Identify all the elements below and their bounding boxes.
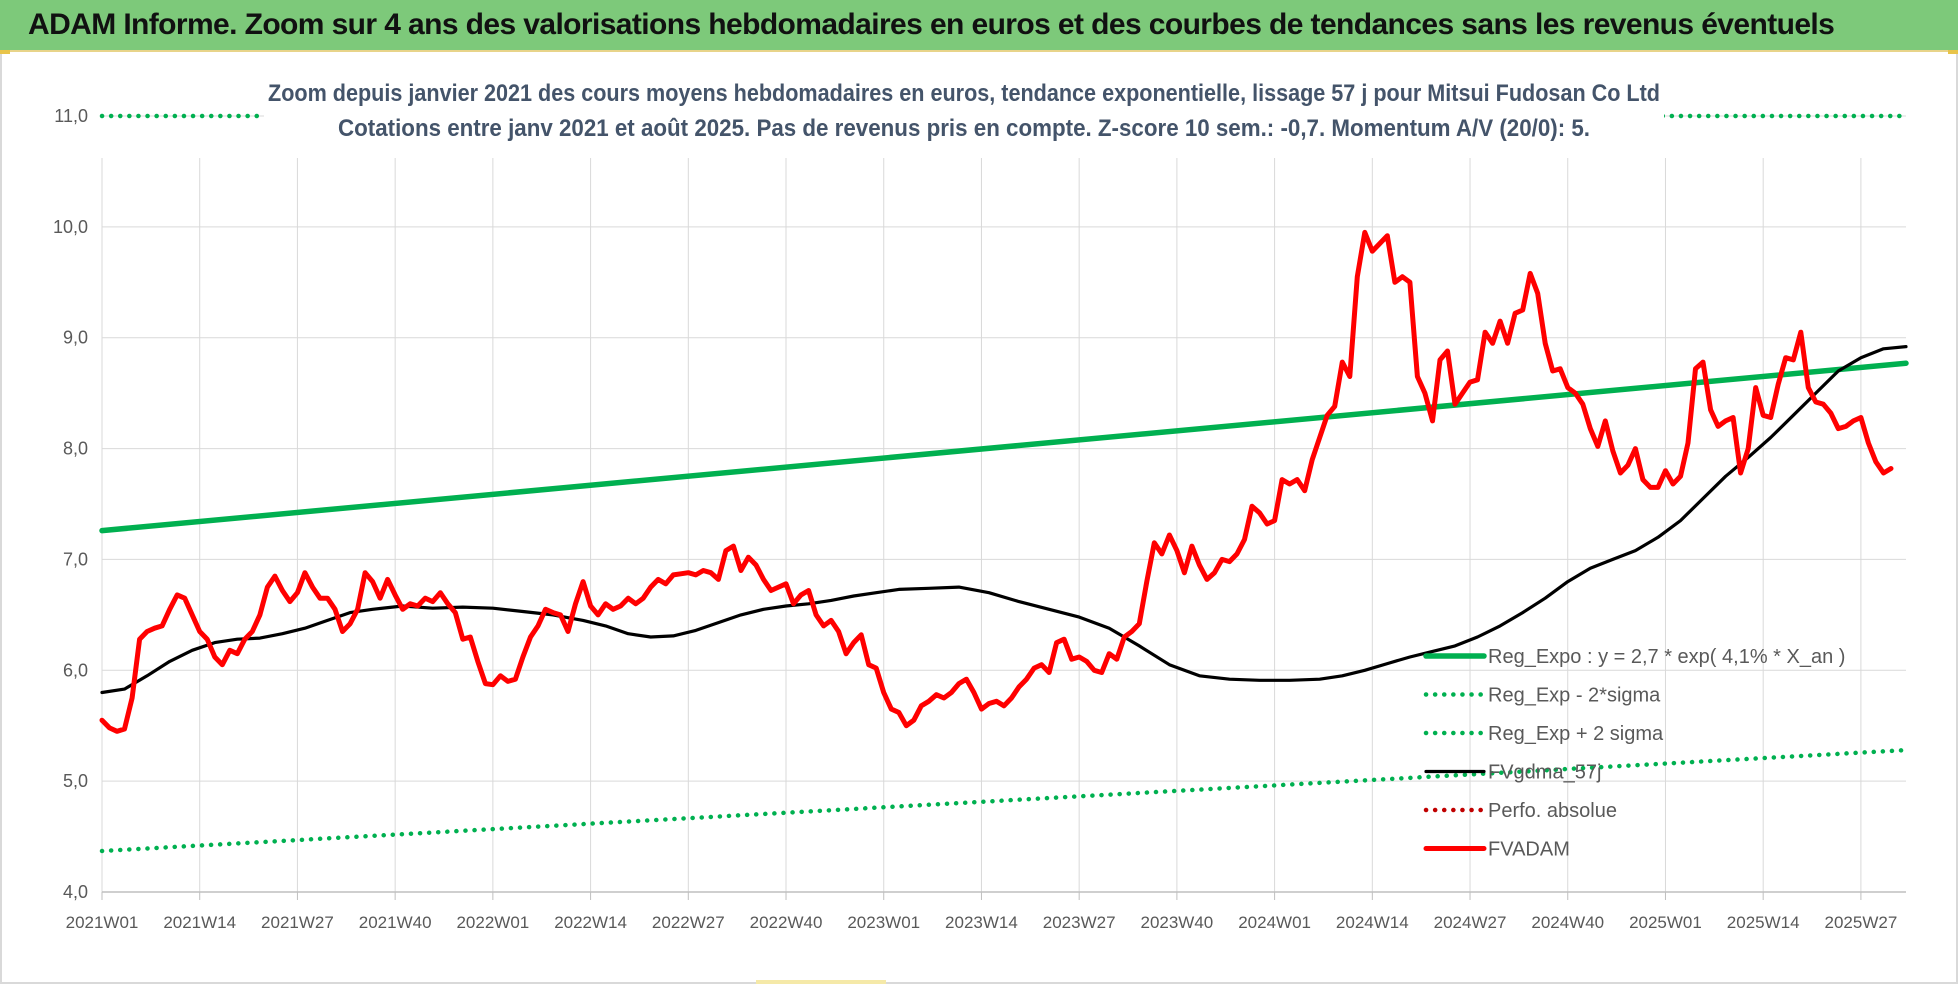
legend-label: FVgdma_57j	[1488, 762, 1601, 784]
corner-mark-left	[0, 50, 10, 54]
legend-label: FVADAM	[1488, 839, 1570, 861]
y-tick-label: 4,0	[63, 882, 88, 902]
x-tick-label: 2022W27	[652, 913, 725, 932]
x-tick-label: 2025W14	[1727, 913, 1800, 932]
legend-label: Reg_Expo : y = 2,7 * exp( 4,1% * X_an )	[1488, 646, 1845, 668]
series-line-reg-exp-minus	[99, 747, 1909, 854]
legend-label: Reg_Exp - 2*sigma	[1488, 685, 1661, 707]
y-tick-label: 8,0	[63, 439, 88, 459]
chart-subtitle: Cotations entre janv 2021 et août 2025. …	[338, 115, 1590, 142]
corner-mark-right	[1948, 50, 1958, 54]
series-line-reg-expo	[99, 360, 1909, 534]
chart-frame: 4,0 5,0 6,0 7,0 8,0 9,0 10,0 11,0 2021W01 2021W14…	[0, 52, 1958, 984]
x-tick-label: 2022W14	[554, 913, 627, 932]
y-tick-label: 10,0	[53, 217, 88, 237]
x-tick-label: 2024W14	[1336, 913, 1409, 932]
series-line-fvadam	[99, 229, 1894, 734]
legend-label: Perfo. absolue	[1488, 800, 1617, 822]
chart-title: Zoom depuis janvier 2021 des cours moyen…	[268, 80, 1660, 107]
chart: 4,0 5,0 6,0 7,0 8,0 9,0 10,0 11,0 2021W01 2021W14…	[53, 72, 1909, 932]
page-title: ADAM Informe. Zoom sur 4 ans des valoris…	[28, 8, 1835, 41]
x-tick-label: 2021W14	[163, 913, 236, 932]
header-banner: ADAM Informe. Zoom sur 4 ans des valoris…	[0, 0, 1958, 52]
y-tick-label: 5,0	[63, 771, 88, 791]
y-tick-label: 11,0	[54, 106, 88, 126]
x-tick-label: 2025W27	[1825, 913, 1898, 932]
y-tick-label: 7,0	[63, 549, 88, 569]
x-tick-label: 2024W40	[1531, 913, 1604, 932]
y-tick-label: 6,0	[63, 660, 88, 680]
x-tick-label: 2021W40	[359, 913, 432, 932]
x-tick-label: 2021W01	[66, 913, 139, 932]
x-tick-label: 2024W27	[1434, 913, 1507, 932]
series-line-fvgdma	[100, 345, 1908, 695]
x-tick-label: 2024W01	[1238, 913, 1311, 932]
x-tick-label: 2021W27	[261, 913, 334, 932]
bottom-mark	[756, 980, 886, 984]
y-tick-label: 9,0	[63, 328, 88, 348]
x-tick-label: 2025W01	[1629, 913, 1702, 932]
legend-label: Reg_Exp + 2 sigma	[1488, 723, 1664, 745]
x-tick-label: 2023W01	[847, 913, 920, 932]
x-tick-label: 2023W27	[1043, 913, 1116, 932]
x-tick-label: 2023W40	[1140, 913, 1213, 932]
x-tick-label: 2023W14	[945, 913, 1018, 932]
x-tick-label: 2022W01	[456, 913, 529, 932]
title-backdrop	[264, 72, 1664, 142]
x-tick-label: 2022W40	[750, 913, 823, 932]
